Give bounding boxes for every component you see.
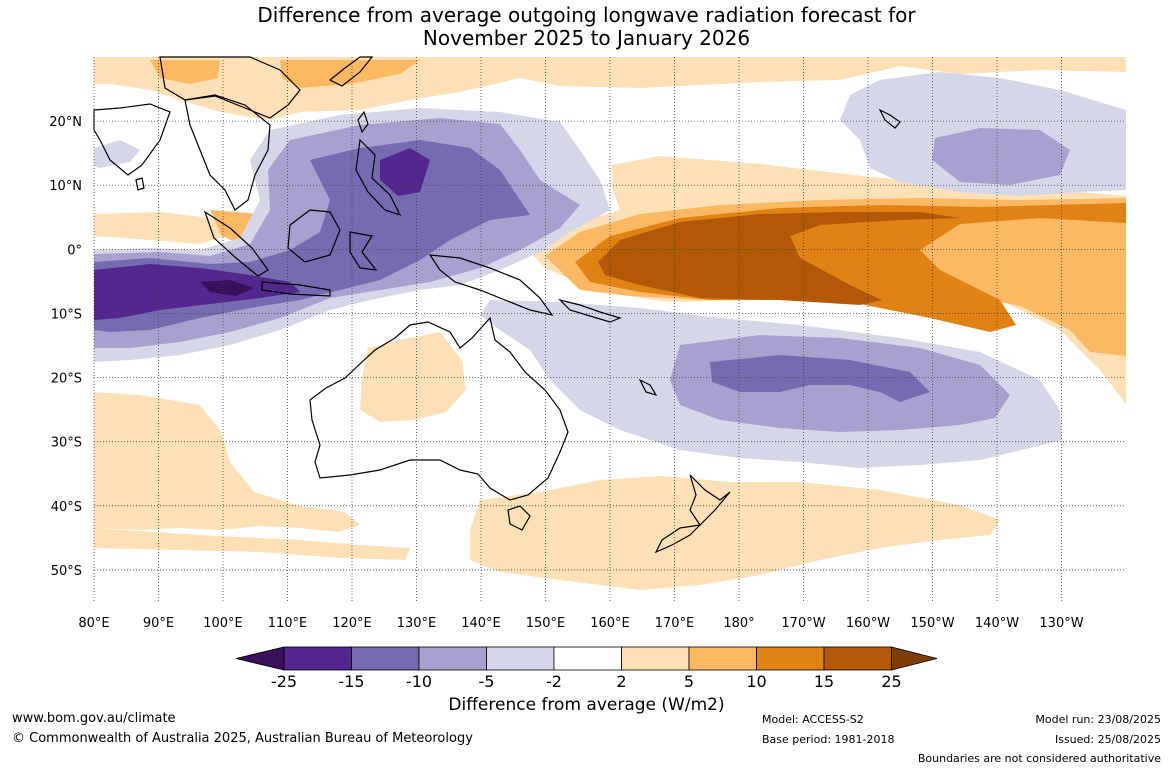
anomaly-contour-below-minus25 — [200, 280, 254, 296]
coastline-japan — [328, 56, 374, 87]
latitude-label: 40°S — [51, 500, 82, 515]
colorbar-bin — [351, 646, 420, 671]
anomaly-contour-5-10-north — [280, 60, 420, 88]
longitude-label: 140°W — [975, 616, 1019, 631]
longitude-label: 80°E — [78, 616, 109, 631]
coastline-philippines — [355, 138, 402, 217]
coastline-new-guinea — [428, 254, 554, 316]
anomaly-contour-minus10-15-south-pacific — [710, 355, 930, 402]
chart-title: Difference from average outgoing longwav… — [0, 4, 1173, 50]
longitude-label: 110°E — [268, 616, 308, 631]
latitude-label: 0° — [67, 243, 82, 258]
longitude-label: 180° — [723, 616, 754, 631]
longitude-label: 90°E — [143, 616, 174, 631]
latitude-label: 20°N — [49, 115, 82, 130]
website-link[interactable]: www.bom.gov.au/climate — [12, 711, 176, 726]
colorbar-tick-label: -25 — [271, 672, 297, 690]
colorbar-tick-label: 5 — [684, 672, 694, 690]
coastline-hawaii — [878, 108, 901, 129]
longitude-label: 170°W — [781, 616, 825, 631]
olr-anomaly-map: 20°N 10°N 0° 10°S 20°S 30°S 40°S 50°S 80°E 90°E 1… — [49, 56, 1126, 690]
anomaly-contour-2-5-southern-indian — [94, 392, 360, 532]
latitude-label: 10°S — [51, 307, 82, 322]
longitude-label: 150°E — [526, 616, 566, 631]
copyright-notice: © Commonwealth of Australia 2025, Austra… — [12, 731, 473, 746]
colorbar-bin — [823, 646, 892, 671]
colorbar-title: Difference from average (W/m2) — [448, 695, 725, 715]
colorbar-tick-label: -5 — [479, 672, 495, 690]
coastline-java — [261, 281, 331, 297]
colorbar-bin — [553, 646, 622, 671]
colorbar-bin — [486, 646, 555, 671]
anomaly-contour-2-5-seasia — [94, 212, 240, 244]
longitude-label: 160°E — [590, 616, 630, 631]
coastline-sulawesi — [349, 231, 378, 271]
longitude-label: 120°E — [332, 616, 372, 631]
coastline-sri-lanka — [135, 177, 145, 191]
colorbar-extend-low — [235, 646, 285, 671]
latitude-label: 20°S — [51, 372, 82, 387]
base-period: Base period: 1981-2018 — [762, 733, 895, 746]
title-line-2: November 2025 to January 2026 — [422, 26, 751, 50]
coastline-sumatra — [203, 210, 269, 277]
longitude-label: 170°E — [655, 616, 695, 631]
title-line-1: Difference from average outgoing longwav… — [257, 3, 916, 27]
latitude-label: 10°N — [49, 179, 82, 194]
colorbar-tick-label: 15 — [814, 672, 834, 690]
longitude-labels: 80°E 90°E 100°E 110°E 120°E 130°E 140°E 150°E 16… — [78, 616, 1083, 631]
longitude-label: 160°W — [846, 616, 890, 631]
colorbar-tick-label: -2 — [546, 672, 562, 690]
coastline-solomons — [558, 298, 622, 323]
longitude-label: 140°E — [461, 616, 501, 631]
colorbar-tick-label: 2 — [616, 672, 626, 690]
graticule — [93, 57, 1126, 602]
colorbar-bin — [283, 646, 352, 671]
anomaly-contour-minus5-10-north-pacific — [932, 128, 1070, 185]
colorbar-tick-label: 10 — [746, 672, 766, 690]
coastline-nz-south — [654, 524, 702, 554]
colorbar-extend-high — [891, 646, 938, 671]
coastline-fiji — [638, 378, 658, 397]
colorbar-tick-label: 25 — [881, 672, 901, 690]
coastline-taiwan — [357, 110, 369, 134]
anomaly-contour-2-5-southwest — [94, 528, 410, 560]
anomaly-contour-2-5-australia — [360, 332, 466, 422]
anomaly-contour-5-10-asia — [150, 60, 220, 84]
coastline-nz-north — [689, 474, 731, 526]
anomaly-contour-minus15-25-indian — [94, 264, 300, 320]
anomaly-contour-2-5-tasman — [470, 476, 1000, 590]
latitude-labels: 20°N 10°N 0° 10°S 20°S 30°S 40°S 50°S — [49, 115, 82, 579]
coastline-borneo — [287, 209, 341, 263]
colorbar-bin — [418, 646, 487, 671]
colorbar-tick-label: -10 — [406, 672, 432, 690]
colorbar-tick-label: -15 — [338, 672, 364, 690]
anomaly-contour-minus2-5-bay-of-bengal — [94, 140, 140, 168]
latitude-label: 30°S — [51, 436, 82, 451]
latitude-label: 50°S — [51, 564, 82, 579]
model-run-date: Model run: 23/08/2025 — [1035, 713, 1161, 726]
colorbar-tick-labels: -25 -15 -10 -5 -2 2 5 10 15 25 — [271, 672, 902, 690]
coastlines — [93, 56, 901, 554]
model-name: Model: ACCESS-S2 — [762, 713, 864, 726]
coastline-china — [159, 56, 301, 119]
colorbar — [235, 646, 938, 671]
issued-date: Issued: 25/08/2025 — [1054, 733, 1161, 746]
longitude-label: 100°E — [203, 616, 243, 631]
colorbar-bin — [756, 646, 825, 671]
coastline-india — [93, 103, 171, 176]
anomaly-contour-minus15-25-philippines — [380, 148, 430, 196]
colorbar-bin — [688, 646, 757, 671]
colorbar-bin — [621, 646, 690, 671]
anomaly-contour-15-25-midpacific — [598, 212, 960, 305]
longitude-label: 150°W — [910, 616, 954, 631]
longitude-label: 130°E — [397, 616, 437, 631]
longitude-label: 130°W — [1039, 616, 1083, 631]
coastline-australia — [309, 316, 569, 501]
coastline-tasmania — [507, 505, 531, 531]
boundary-disclaimer: Boundaries are not considered authoritat… — [917, 752, 1161, 765]
coastline-indochina — [184, 94, 271, 211]
